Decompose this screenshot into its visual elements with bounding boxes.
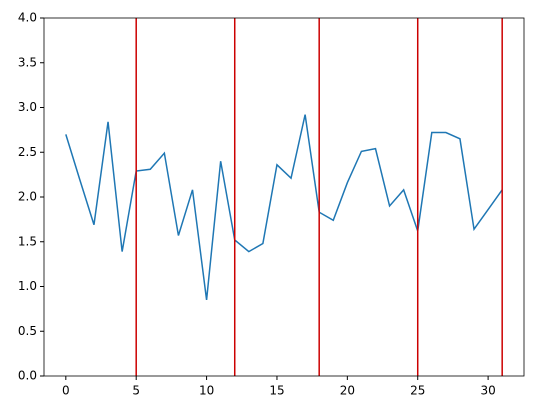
plot-frame (43, 17, 525, 377)
y-tick-label: 2.0 (18, 190, 37, 204)
y-tick-label: 4.0 (18, 11, 37, 25)
x-tick-label: 25 (410, 384, 425, 398)
y-tick-label: 1.5 (18, 234, 37, 248)
y-tick-label: 3.0 (18, 100, 37, 114)
x-tick-label: 30 (480, 384, 495, 398)
x-tick-label: 20 (340, 384, 355, 398)
y-tick-label: 0.0 (18, 369, 37, 383)
y-tick-label: 1.0 (18, 279, 37, 293)
x-tick-label: 15 (269, 384, 284, 398)
y-tick-label: 3.5 (18, 55, 37, 69)
line (65, 114, 503, 301)
y-tick-label: 2.5 (18, 145, 37, 159)
x-tick-label: 10 (199, 384, 214, 398)
x-tick-label: 0 (62, 384, 70, 398)
y-tick-label: 0.5 (18, 324, 37, 338)
x-tick-label: 5 (132, 384, 140, 398)
